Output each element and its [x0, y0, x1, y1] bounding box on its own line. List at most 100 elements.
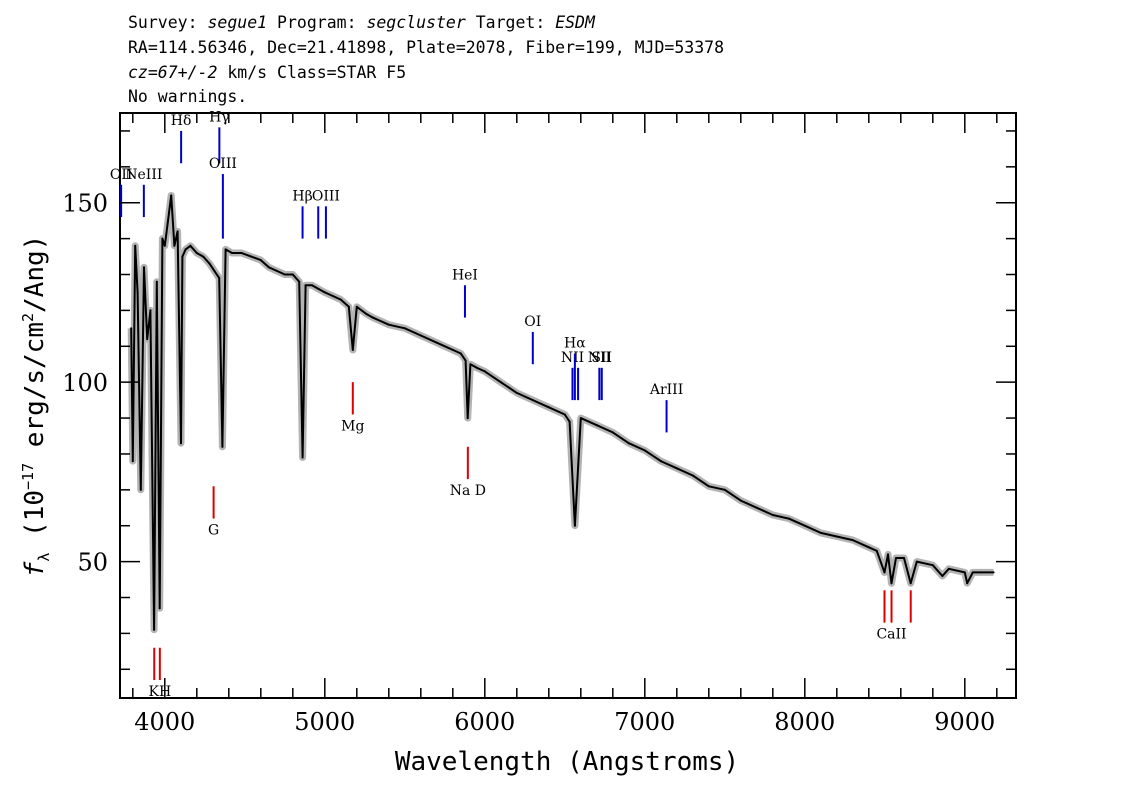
spectrum-point — [419, 334, 422, 337]
spectrum-point — [895, 557, 897, 559]
spectrum-point — [966, 582, 969, 585]
spectrum-point — [143, 266, 145, 269]
spectrum-point — [909, 582, 912, 585]
spectrum-point — [459, 352, 462, 355]
axis-ticks: 4000 5000 6000 7000 8000 9000 50 100 150 — [62, 113, 1016, 736]
spectrum-point — [331, 295, 334, 297]
absorption-line-label: G — [208, 523, 219, 539]
spectrum-point — [890, 582, 893, 585]
spectrum-point — [466, 417, 469, 420]
spectrum-point — [475, 366, 478, 369]
spectrum-point — [139, 488, 142, 491]
x-tick-label: 8000 — [774, 708, 835, 736]
spectrum-point — [627, 442, 630, 445]
spectrum-point — [579, 417, 582, 420]
y-tick-label: 150 — [62, 190, 108, 218]
spectrum-point — [176, 230, 179, 233]
spectrum-point — [992, 571, 995, 574]
spectrum-point — [283, 273, 286, 276]
spectrum-point — [339, 298, 342, 301]
y-tick-label: 50 — [77, 549, 108, 577]
spectrum-point — [469, 363, 472, 366]
spectrum-point — [611, 431, 614, 434]
spectrum-point — [903, 557, 905, 559]
absorption-line-label: Mg — [341, 418, 364, 434]
spectrum-point — [167, 219, 169, 222]
spectrum-point — [275, 269, 278, 272]
spectrum-point — [595, 424, 598, 427]
spectrum-point — [267, 266, 270, 269]
spectrum-point — [963, 571, 966, 574]
emission-line-label: OIII — [209, 156, 237, 172]
spectrum-point — [134, 244, 137, 247]
spectrum-point — [202, 255, 205, 258]
spectrum-point — [941, 575, 944, 577]
spectrum-point — [259, 259, 262, 262]
spectrum-point — [867, 546, 870, 549]
emission-line-label: NII — [588, 350, 611, 366]
spectrum-point — [659, 460, 662, 463]
spectrum-point — [317, 287, 320, 290]
spectrum-point — [883, 571, 886, 574]
emission-line-label: Hδ — [171, 113, 192, 129]
spectrum-point — [563, 413, 566, 416]
spectrum-point — [170, 194, 173, 197]
header-line-redshift-class: cz=67+/-2 km/s Class=STAR F5 — [128, 63, 406, 82]
spectrum-point — [311, 284, 313, 287]
spectrum-point — [483, 370, 486, 373]
x-tick-label: 9000 — [934, 708, 995, 736]
spectrum-point — [240, 252, 243, 254]
spectrum-point — [435, 341, 438, 344]
emission-line-label: OIII — [312, 188, 340, 204]
header-line-survey: Survey: segue1 Program: segcluster Targe… — [128, 13, 596, 32]
spectrum-point — [181, 255, 184, 258]
spectrum-point — [149, 309, 152, 312]
spectrum-point — [158, 607, 161, 610]
spectrum-point — [213, 269, 216, 272]
spectrum-point — [947, 567, 950, 570]
spectrum-point — [771, 514, 774, 516]
spectrum-point — [231, 252, 233, 254]
spectrum-point — [208, 262, 211, 265]
emission-line-label: OII — [110, 167, 133, 183]
y-tick-label: 100 — [62, 369, 108, 397]
emission-line-label: Hα — [564, 335, 586, 351]
spectrum-point — [221, 445, 224, 448]
y-axis-title: fλ (10−17 erg/s/cm2/Ang) — [19, 235, 53, 578]
spectrum-point — [146, 338, 149, 341]
spectrum-point — [184, 248, 187, 251]
emission-line-label: SII — [591, 350, 612, 366]
absorption-line-label: CaII — [876, 627, 906, 643]
spectrum-point — [136, 291, 139, 294]
spectrum-point — [291, 273, 294, 276]
spectrum-point — [643, 449, 646, 452]
spectrum-point — [691, 474, 694, 477]
spectrum-point — [531, 399, 534, 402]
spectrum-point — [250, 255, 253, 258]
spectrum-point — [568, 420, 571, 423]
spectrum-point — [573, 524, 576, 527]
spectrum-point — [835, 535, 838, 538]
header-line-warnings: No warnings. — [128, 87, 247, 106]
spectrum-point — [739, 499, 742, 502]
spectrum-point — [365, 313, 368, 315]
x-axis-title: Wavelength (Angstroms) — [395, 747, 739, 777]
x-tick-label: 4000 — [134, 708, 195, 736]
x-tick-label: 6000 — [454, 708, 515, 736]
spectrum-point — [224, 248, 227, 251]
spectrum-point — [851, 539, 854, 542]
spectrum-point — [464, 359, 467, 362]
x-tick-label: 5000 — [294, 708, 355, 736]
spectrum-point — [403, 327, 406, 330]
emission-line-label: ArIII — [649, 382, 683, 398]
spectrum-point — [931, 564, 934, 567]
spectrum-point — [547, 406, 550, 409]
spectrum-point — [707, 485, 710, 488]
emission-line-label: Hγ — [209, 109, 230, 125]
spectrum-point — [499, 381, 502, 384]
emission-line-label: NeIII — [125, 167, 162, 183]
absorption-line-label: KH — [149, 684, 172, 700]
spectrum-point — [887, 553, 889, 556]
spectrum-point — [787, 517, 790, 520]
